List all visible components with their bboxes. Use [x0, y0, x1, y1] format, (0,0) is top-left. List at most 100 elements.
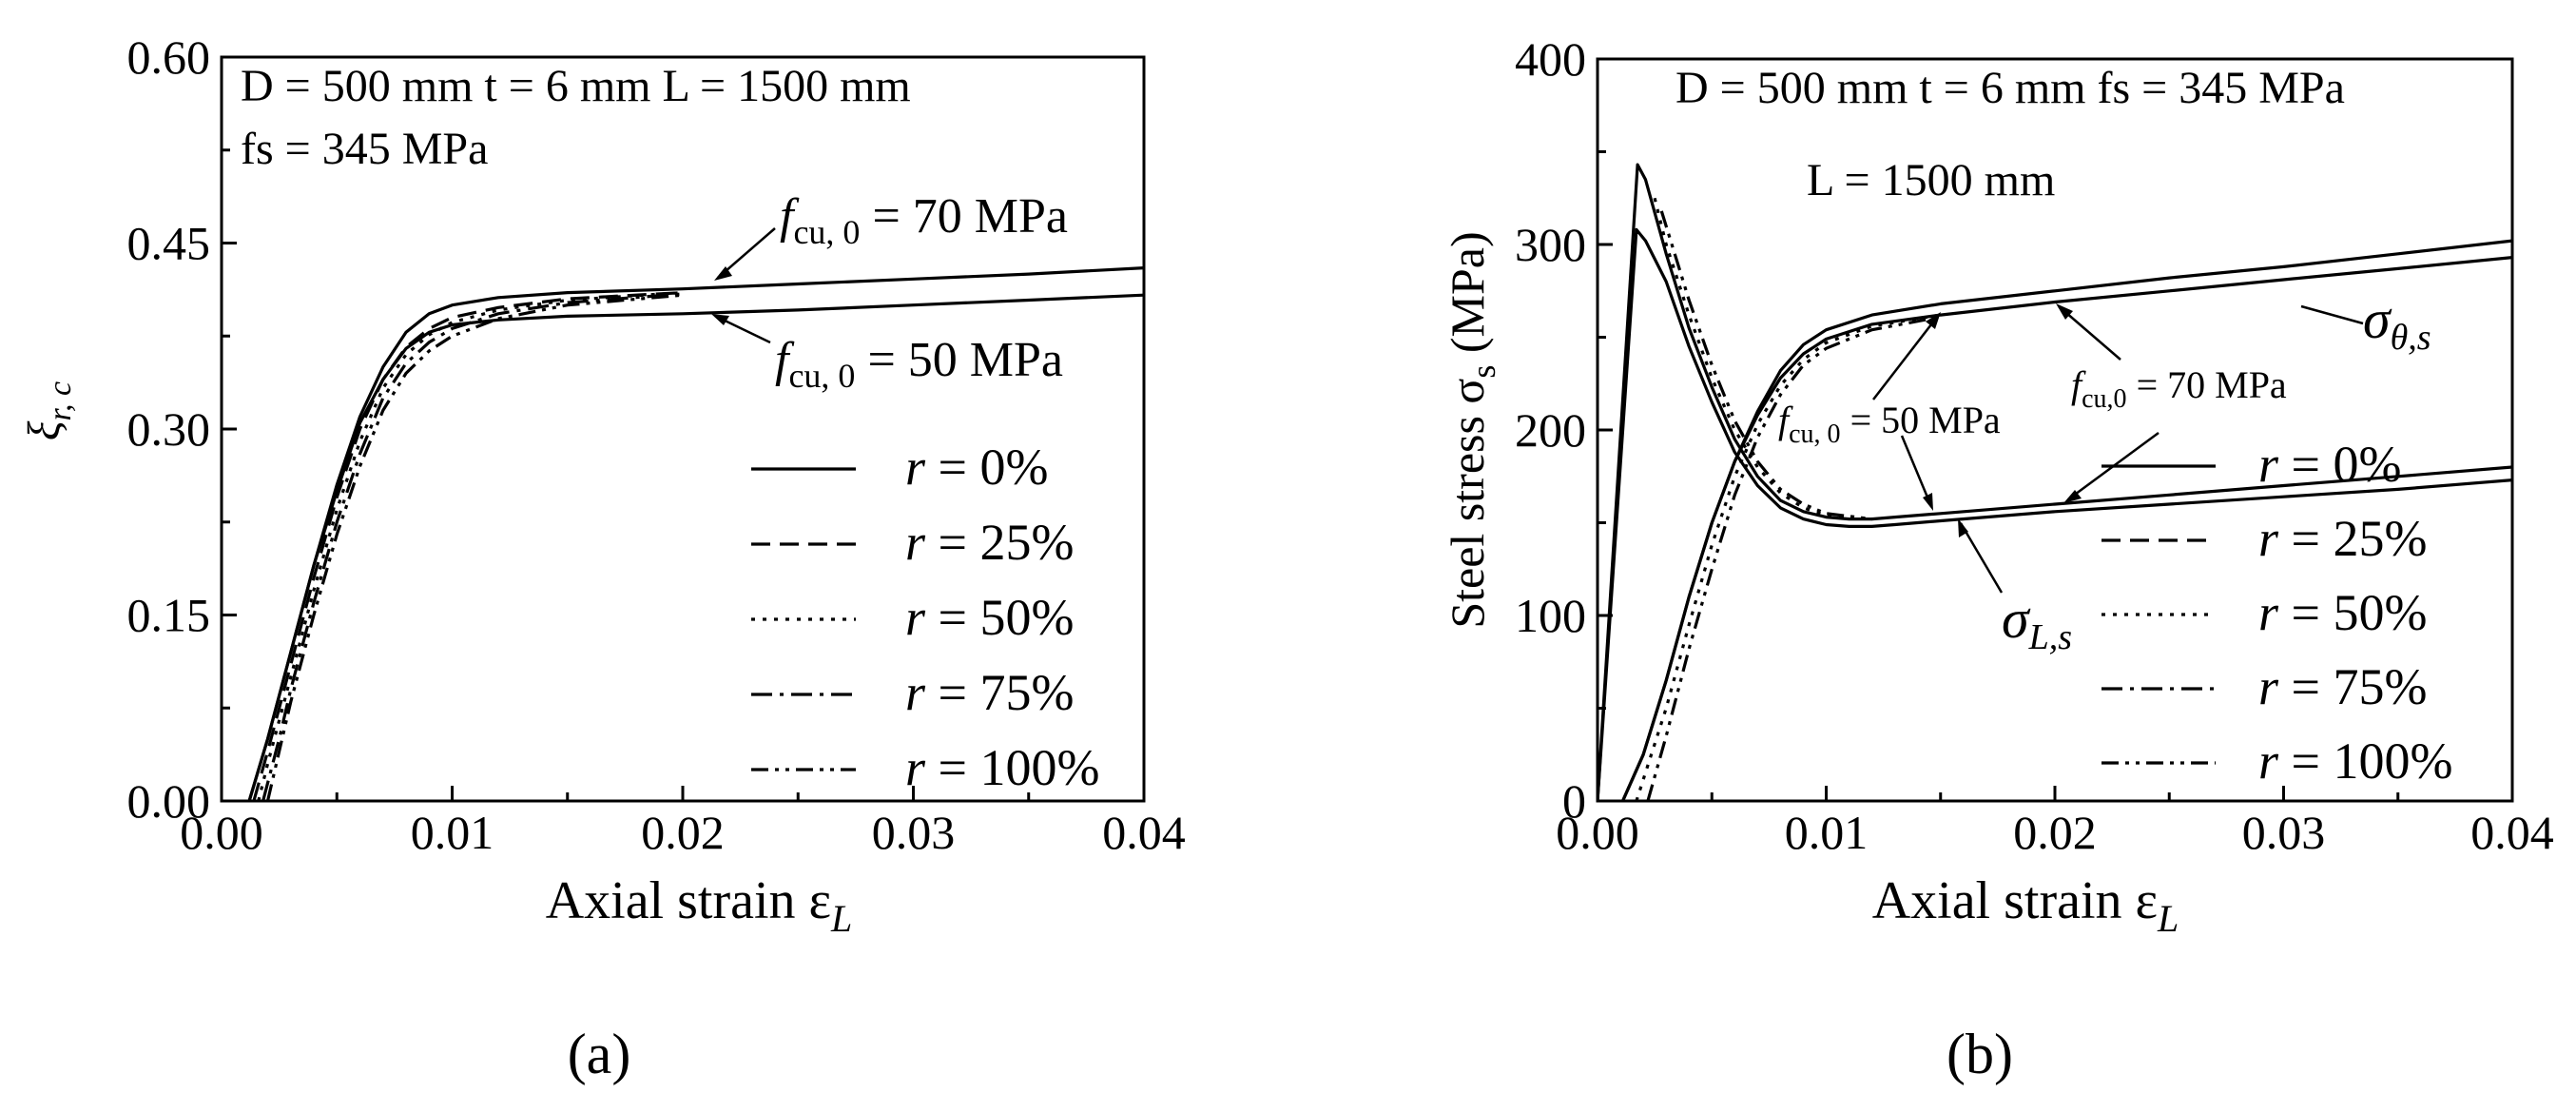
panel-a-caption: (a)	[568, 1023, 631, 1085]
panel-b-params-line2: L = 1500 mm	[1807, 155, 2055, 205]
chart-panel-a: 0.00 0.01 0.02 0.03 0.04 0.00 0.15 0.30 0.45 0.60…	[19, 30, 1186, 1085]
panel-a-legend-value: = 50%	[925, 589, 1074, 646]
chart-panel-b: 0.00 0.01 0.02 0.03 0.04 0 100 200 300 400 Steel …	[1441, 32, 2554, 1085]
panel-a-fcu50-label: fcu, 0 = 50 MPa	[775, 333, 1063, 395]
panel-b-fcu70-label: fcu,0 = 70 MPa	[2071, 363, 2287, 414]
panel-b-y-tick-label: 0	[1562, 774, 1586, 828]
panel-a-fcu50-arrowhead	[711, 314, 729, 325]
panel-b-y-label-sub: s	[1464, 365, 1502, 379]
panel-a-y-tick-label: 0.45	[127, 217, 211, 270]
panel-a-series-5	[265, 293, 684, 801]
panel-a-axes: 0.00 0.01 0.02 0.03 0.04 0.00 0.15 0.30 0.45 0.60	[127, 30, 1186, 859]
panel-b-series-2	[1635, 313, 1942, 801]
panel-a-params-line1: D = 500 mm t = 6 mm L = 1500 mm	[241, 61, 911, 111]
panel-b-caption: (b)	[1947, 1023, 2013, 1085]
panel-b-params-line1: D = 500 mm t = 6 mm fs = 345 MPa	[1675, 63, 2345, 113]
panel-a-x-label: Axial strain εL	[546, 871, 853, 940]
panel-a-y-tick-label: 0.00	[127, 774, 211, 828]
panel-b-fcu70-sub: cu,0	[2082, 384, 2126, 414]
panel-b-sigma-theta-label: σθ,s	[2363, 288, 2431, 358]
panel-b-x-label: Axial strain εL	[1872, 871, 2179, 940]
panel-b-series-7	[1659, 210, 1872, 521]
panel-a-series-4	[261, 292, 684, 801]
panel-a-legend-label-1: r = 25%	[905, 514, 1074, 571]
panel-a-legend-var: r	[905, 514, 926, 571]
panel-a-y-label: ξr, c	[19, 381, 78, 440]
panel-a-y-label-main: ξ	[19, 420, 69, 440]
panel-b-fcu70-arrowhead-up	[2056, 303, 2073, 320]
panel-b-legend: r = 0%r = 25%r = 50%r = 75%r = 100%	[2101, 436, 2452, 790]
panel-b-fcu50-leader-up	[1872, 315, 1939, 400]
panel-a-legend-label-2: r = 50%	[905, 589, 1074, 646]
panel-b-fcu50-arrowhead-up	[1926, 312, 1941, 329]
panel-b-legend-value: = 25%	[2278, 510, 2427, 567]
panel-b-sigma-theta-sub: θ,s	[2391, 318, 2431, 358]
panel-b-fcu50-sub: cu, 0	[1789, 420, 1840, 449]
panel-a-y-tick-label: 0.60	[127, 30, 211, 84]
panel-a-fcu70-sub: cu, 0	[793, 213, 860, 251]
panel-a-series-2	[252, 291, 684, 801]
panel-b-x-tick-label: 0.02	[2013, 806, 2097, 859]
panel-b-sigma-theta-main: σ	[2363, 288, 2392, 350]
panel-a-y-tick-label: 0.15	[127, 589, 211, 642]
panel-b-legend-var: r	[2258, 510, 2279, 567]
panel-b-legend-value: = 75%	[2278, 658, 2427, 715]
panel-b-legend-var: r	[2258, 732, 2279, 790]
panel-a-legend-value: = 25%	[925, 514, 1074, 571]
panel-b-fcu50-arrowhead-down	[1923, 493, 1933, 511]
panel-b-fcu50-rest: = 50 MPa	[1841, 399, 2001, 441]
panel-b-series-6	[1653, 197, 1872, 521]
panel-a-fcu50-sub: cu, 0	[788, 357, 855, 395]
panel-b-legend-value: = 0%	[2278, 436, 2401, 493]
panel-a-y-tick-label: 0.30	[127, 402, 211, 456]
panel-b-x-tick-label: 0.00	[1556, 806, 1639, 859]
panel-a-legend-label-0: r = 0%	[905, 439, 1048, 496]
panel-b-legend-value: = 50%	[2278, 584, 2427, 641]
panel-b-legend-var: r	[2258, 436, 2279, 493]
panel-b-sigma-l-main: σ	[2002, 588, 2031, 650]
panel-a-x-tick-label: 0.03	[872, 806, 956, 859]
panel-b-series-5	[1598, 227, 2512, 801]
panel-a-legend-label-4: r = 100%	[905, 739, 1099, 796]
panel-b-legend-label-0: r = 0%	[2258, 436, 2401, 493]
panel-b-legend-var: r	[2258, 584, 2279, 641]
panel-b-x-label-main: Axial strain ε	[1872, 871, 2158, 930]
panel-b-fcu50-label: fcu, 0 = 50 MPa	[1778, 399, 2001, 449]
panel-a-x-label-sub: L	[830, 897, 852, 940]
panel-b-x-tick-label: 0.03	[2242, 806, 2326, 859]
panel-b-x-label-sub: L	[2157, 897, 2179, 940]
panel-b-series-3	[1646, 315, 1942, 801]
panel-b-y-tick-label: 300	[1515, 218, 1586, 271]
panel-a-x-tick-label: 0.02	[641, 806, 725, 859]
panel-b-axes: 0.00 0.01 0.02 0.03 0.04 0 100 200 300 400	[1515, 32, 2554, 859]
panel-b-y-label-pre: Steel stress σ	[1441, 379, 1494, 629]
panel-a-legend-var: r	[905, 739, 926, 796]
panel-a-x-tick-label: 0.01	[411, 806, 494, 859]
panel-a-series-1	[247, 293, 1144, 801]
panel-b-sigma-l-label: σL,s	[2002, 588, 2072, 657]
panel-b-fcu50-leader-down	[1900, 435, 1932, 505]
panel-b-legend-label-2: r = 50%	[2258, 584, 2427, 641]
panel-b-legend-label-3: r = 75%	[2258, 658, 2427, 715]
panel-a-curves	[247, 266, 1144, 801]
panel-b-y-label: Steel stress σs (MPa)	[1441, 231, 1502, 628]
panel-b-y-label-post: (MPa)	[1441, 231, 1494, 364]
panel-a-legend-value: = 0%	[925, 439, 1048, 496]
panel-a-legend-label-3: r = 75%	[905, 664, 1074, 721]
panel-a-fcu70-label: fcu, 0 = 70 MPa	[780, 189, 1068, 251]
panel-b-x-tick-label: 0.04	[2470, 806, 2554, 859]
panel-b-series-1	[1621, 256, 2512, 801]
panel-b-series-4	[1598, 163, 2512, 801]
panel-a-x-tick-label: 0.00	[180, 806, 263, 859]
panel-b-x-tick-label: 0.01	[1785, 806, 1869, 859]
panel-b-y-tick-label: 100	[1515, 589, 1586, 642]
panel-a-fcu70-arrowhead	[714, 266, 732, 281]
panel-a-legend-var: r	[905, 589, 926, 646]
panel-a-params-line2: fs = 345 MPa	[241, 124, 488, 174]
panel-a-legend-var: r	[905, 439, 926, 496]
panel-b-fcu70-rest: = 70 MPa	[2127, 363, 2287, 406]
panel-a-legend-var: r	[905, 664, 926, 721]
panel-a-x-label-main: Axial strain ε	[546, 871, 831, 930]
